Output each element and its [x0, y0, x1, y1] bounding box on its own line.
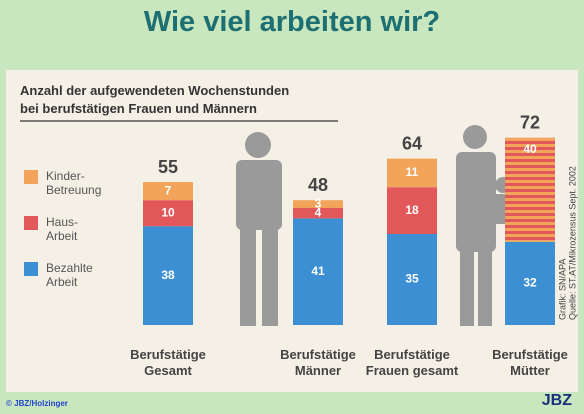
- bar-segment: [293, 218, 343, 325]
- value-label: 11: [406, 165, 419, 179]
- legend-label: Kinder-Betreuung: [46, 169, 102, 197]
- bar-segment: [293, 208, 343, 219]
- value-label: 32: [523, 276, 537, 290]
- category-label: Berufstätige Gesamt: [130, 347, 206, 378]
- value-label: 3: [315, 196, 322, 210]
- value-label: 35: [405, 272, 419, 286]
- value-label: 41: [311, 264, 325, 278]
- value-label: 18: [405, 203, 419, 217]
- legend-swatch: [24, 216, 38, 230]
- bar-segment: [387, 234, 437, 325]
- total-label: 55: [158, 157, 178, 177]
- slide-title: Wie viel arbeiten wir?: [143, 6, 441, 38]
- total-label: 72: [520, 113, 540, 133]
- bar-segment: [387, 158, 437, 188]
- subtitle: Anzahl der aufgewendeten Wochenstunden: [20, 83, 290, 98]
- category-label: Berufstätige Frauen gesamt: [365, 347, 459, 378]
- legend-label: Bezahlte Arbeit: [46, 261, 93, 289]
- bar-segment: [143, 200, 193, 227]
- legend-swatch: [24, 262, 38, 276]
- copyright: © JBZ/Holzinger: [6, 399, 68, 408]
- category-label: Berufstätige Männer: [280, 347, 356, 378]
- source-note: Grafik: SN/APA: [557, 259, 567, 320]
- value-label: 38: [161, 268, 175, 282]
- total-label: 48: [308, 175, 328, 195]
- bar-segment: [293, 200, 343, 208]
- bar-segment: [505, 241, 555, 325]
- category-label: Berufstätige Mütter: [492, 347, 568, 378]
- figures: [236, 125, 511, 326]
- value-label: 4: [315, 205, 322, 219]
- legend-label: Haus-Arbeit: [46, 215, 79, 243]
- value-label: 40: [523, 142, 537, 156]
- bar-segment: [143, 226, 193, 325]
- subtitle: bei berufstätigen Frauen und Männern: [20, 101, 257, 116]
- value-label: 7: [165, 183, 172, 197]
- logo: JBZ: [541, 392, 572, 409]
- bar-segment: [505, 137, 555, 242]
- total-label: 64: [402, 133, 422, 153]
- legend-swatch: [24, 170, 38, 184]
- bar-segment: [143, 182, 193, 201]
- source-note: Quelle: ST.AT/Mikrozensus Sept. 2002: [567, 166, 577, 320]
- value-label: 10: [161, 205, 175, 219]
- bar-segment: [387, 187, 437, 234]
